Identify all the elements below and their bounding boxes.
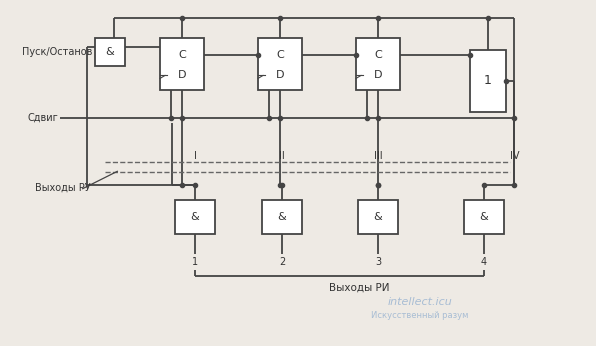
Text: C: C	[374, 49, 382, 60]
Text: &: &	[278, 212, 286, 222]
Text: &: &	[480, 212, 488, 222]
Bar	[258, 38, 302, 90]
Text: C: C	[276, 49, 284, 60]
Text: IV: IV	[510, 151, 520, 161]
Text: D: D	[276, 71, 284, 80]
Text: &: &	[374, 212, 383, 222]
Text: 1: 1	[484, 74, 492, 88]
Text: D: D	[178, 71, 186, 80]
Bar	[470, 50, 506, 112]
Text: 4: 4	[481, 257, 487, 267]
Bar	[464, 200, 504, 234]
Text: Выходы РИ: Выходы РИ	[329, 283, 390, 293]
Text: I: I	[194, 151, 197, 161]
Bar	[358, 200, 398, 234]
Bar	[262, 200, 302, 234]
Text: 1: 1	[192, 257, 198, 267]
Text: 2: 2	[279, 257, 285, 267]
Bar	[175, 200, 215, 234]
Text: II: II	[279, 151, 285, 161]
Text: &: &	[105, 47, 114, 57]
Text: Выходы РУ: Выходы РУ	[35, 183, 91, 193]
Text: D: D	[374, 71, 382, 80]
Text: Искусственный разум: Искусственный разум	[371, 310, 468, 319]
Text: C: C	[178, 49, 186, 60]
Text: intellect.icu: intellect.icu	[387, 297, 452, 307]
Bar	[356, 38, 400, 90]
Bar	[95, 38, 125, 66]
Bar	[160, 38, 204, 90]
Text: Пуск/Останов: Пуск/Останов	[21, 47, 92, 57]
Text: Сдвиг: Сдвиг	[28, 113, 59, 123]
Text: &: &	[191, 212, 200, 222]
Text: 3: 3	[375, 257, 381, 267]
Text: III: III	[374, 151, 382, 161]
